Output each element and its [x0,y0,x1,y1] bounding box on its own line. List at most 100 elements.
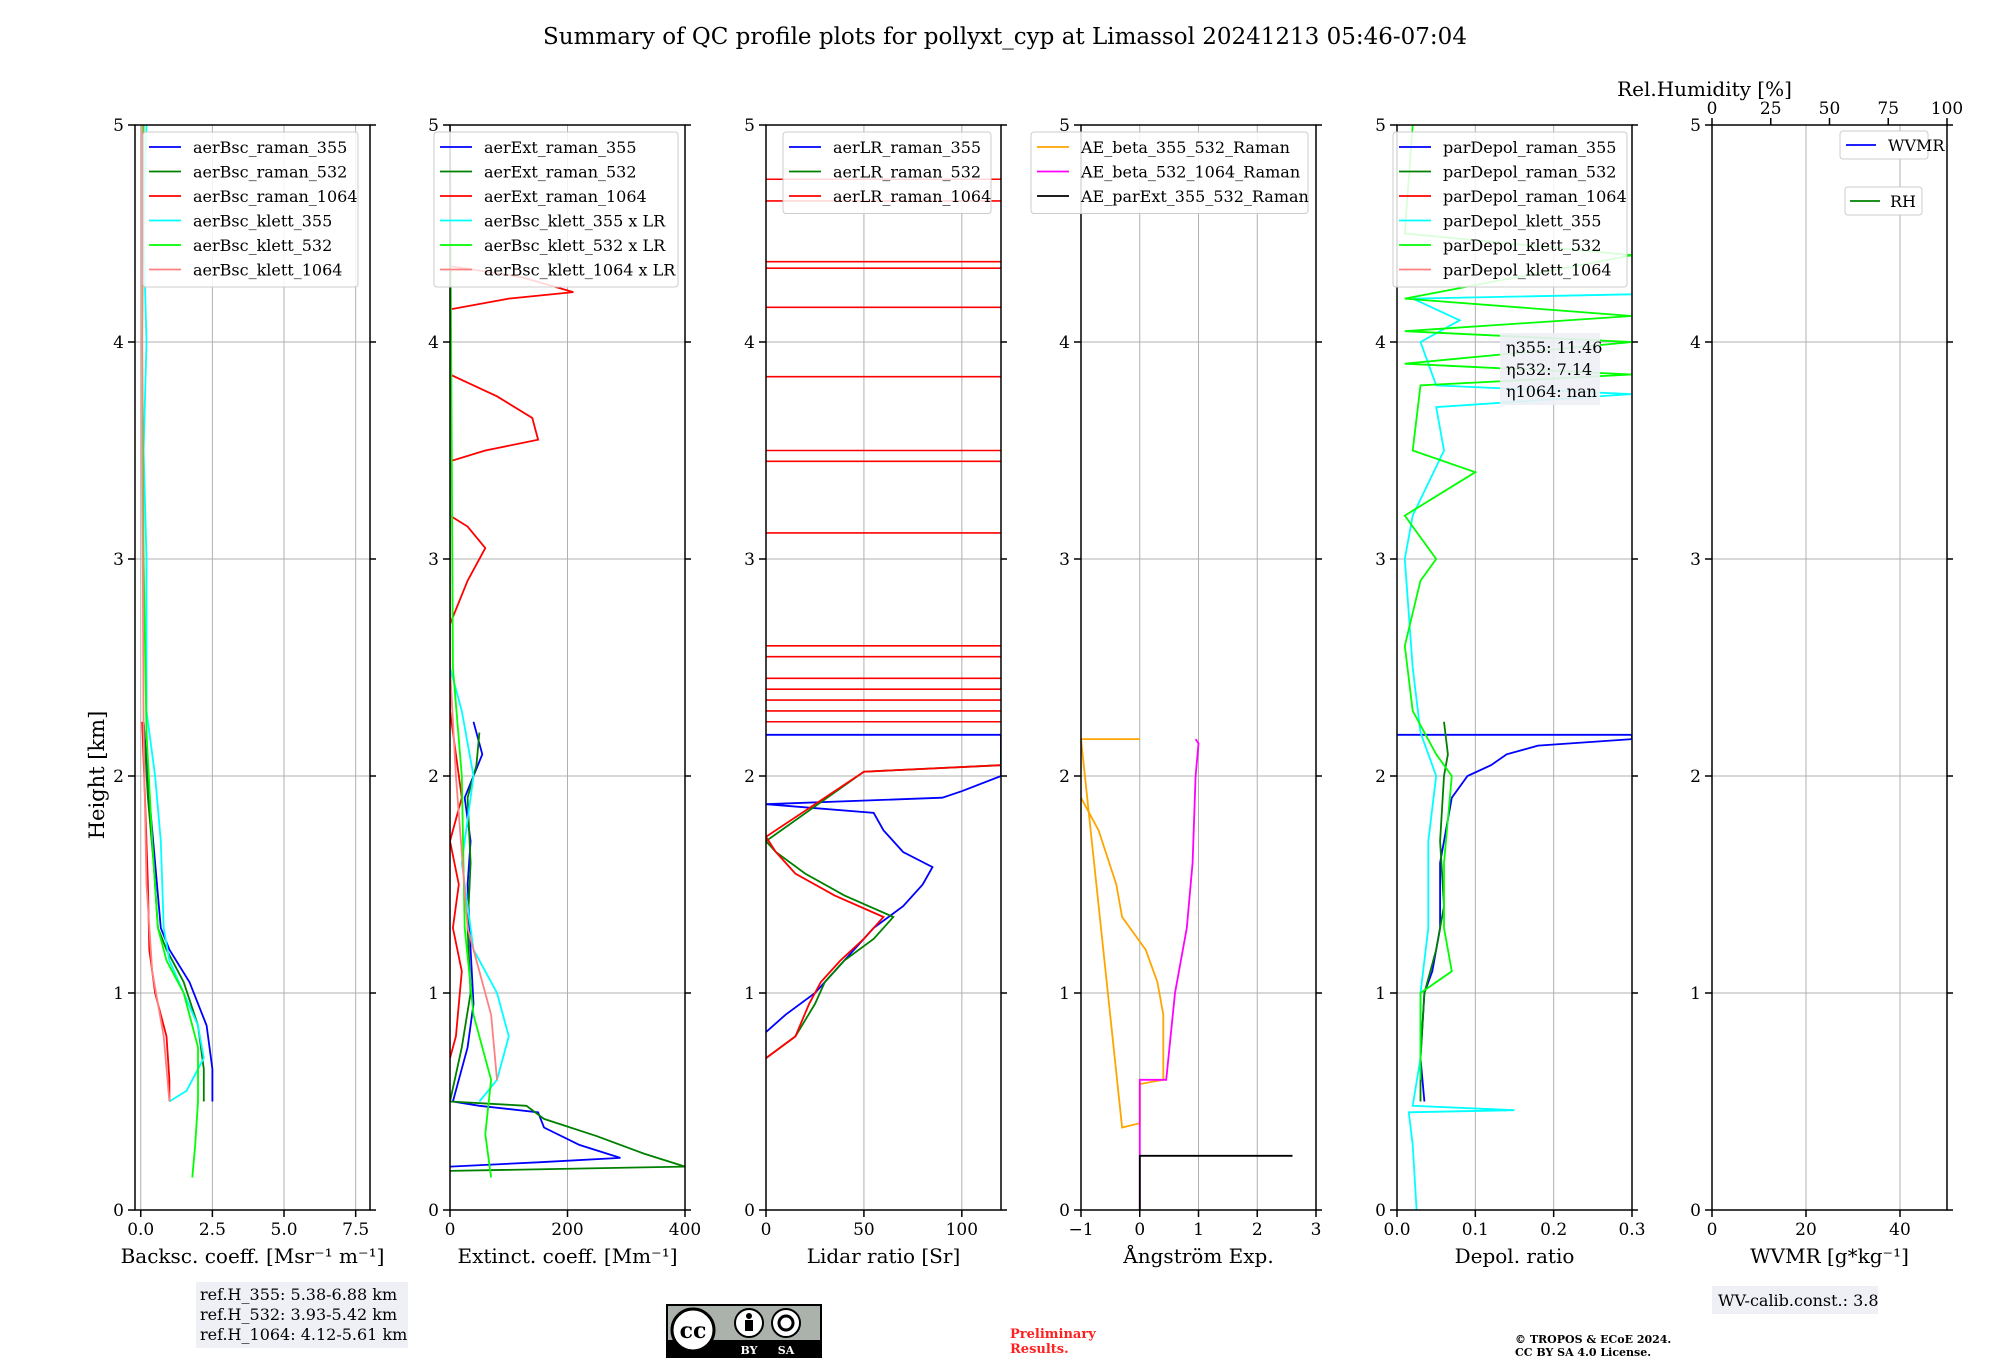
x-tick-label: −1 [1068,1220,1093,1240]
legend-box [782,131,992,214]
legend-box [1844,186,1923,216]
y-tick-label: 5 [1059,116,1070,136]
series-group [450,125,685,1178]
legend-label: aerExt_raman_355 [484,138,637,157]
legend-label: aerBsc_klett_532 x LR [484,236,666,255]
x-tick-label: 0 [445,1220,456,1240]
eta-box [1500,333,1600,405]
series-aerExt_raman_355 [450,721,621,1168]
series-group [1081,738,1293,1210]
cc-sa-label: SA [778,1344,795,1357]
legend-label: parDepol_raman_532 [1443,163,1616,182]
legend-box [1392,131,1628,288]
y-tick-label: 1 [1690,984,1701,1004]
legend-label: aerBsc_klett_355 x LR [484,212,666,231]
x-tick-label: 50 [853,1220,875,1240]
legend-depol: parDepol_raman_355 parDepol_raman_532 parD… [1392,131,1628,288]
y-tick-label: 1 [113,984,124,1004]
y-tick-label: 4 [1690,333,1701,353]
x-tick-label: 40 [1889,1220,1911,1240]
x-tick-label: 400 [669,1220,701,1240]
y-tick-label: 2 [1375,767,1386,787]
axes-frame [1080,124,1317,1211]
legend-label: WVMR [1888,136,1945,155]
legend-label: aerBsc_raman_1064 [193,187,358,206]
y-tick-label: 0 [744,1201,755,1221]
y-tick-label: 4 [428,333,439,353]
x2-axis-label: Rel.Humidity [%] [1617,77,1792,101]
y-tick-label: 4 [744,333,755,353]
x-tick-label: 0.0 [1383,1220,1410,1240]
series-aerBsc_klett_1064 x LR [450,125,498,1080]
axes-frame [449,124,686,1211]
refh-1064: ref.H_1064: 4.12-5.61 km [200,1325,407,1344]
x-tick-label: 2.5 [199,1220,226,1240]
series-aerBsc_raman_532 [142,721,205,1102]
x-tick-label: 200 [551,1220,583,1240]
x-tick-label: 5.0 [271,1220,298,1240]
legend-backscatter: aerBsc_raman_355 aerBsc_raman_532 aerBsc_r… [142,131,359,288]
x-tick-label: 0.0 [127,1220,154,1240]
series-aerBsc_klett_355 [142,125,205,1103]
figure-title: Summary of QC profile plots for pollyxt_… [543,24,1467,50]
y-tick-label: 0 [428,1201,439,1221]
eta-label: η355: 11.46 [1506,338,1602,357]
legend-label: aerBsc_raman_355 [193,138,347,157]
legend-label: parDepol_raman_1064 [1443,187,1627,206]
refh-532: ref.H_532: 3.93-5.42 km [200,1305,397,1324]
legend-label: AE_beta_532_1064_Raman [1080,163,1300,182]
series-parDepol_klett_355 [1403,293,1632,1210]
legend-label: AE_beta_355_532_Raman [1080,138,1290,157]
x2-tick-label: 100 [1931,99,1963,119]
x2-tick-label: 75 [1877,99,1899,119]
x-tick-label: 20 [1795,1220,1817,1240]
sa-icon [771,1308,801,1338]
legend-label: aerLR_raman_1064 [833,187,991,206]
y-tick-label: 5 [744,116,755,136]
legend-label: aerBsc_klett_355 [193,212,332,231]
series-group [766,178,1001,1059]
x2-tick-label: 0 [1707,99,1718,119]
refh-355: ref.H_355: 5.38-6.88 km [200,1285,397,1304]
legend-box [1030,131,1309,214]
legend-label: parDepol_klett_355 [1443,212,1601,231]
cc-license-badge: cc BY SA [666,1304,822,1358]
series-AE_beta_355_532_Raman [1081,738,1165,1129]
axes-frame [765,124,1002,1211]
copyright-line1: © TROPOS & ECoE 2024. [1515,1333,1671,1346]
legend-label: aerBsc_raman_532 [193,163,347,182]
series-aerLR_raman_355 [766,733,1001,1033]
x-tick-label: 0.1 [1462,1220,1489,1240]
y-tick-label: 0 [1059,1201,1070,1221]
panels-group: 0.0 2.5 5.0 7.5 0 1 2 3 4 5 Backsc. coeff. [Msr⁻¹ … [113,77,1963,1268]
y-axis-label: Height [km] [85,711,109,840]
legend-label: AE_parExt_355_532_Raman [1080,187,1309,206]
eta-label: η532: 7.14 [1506,360,1592,379]
y-tick-label: 3 [113,550,124,570]
y-tick-label: 2 [744,767,755,787]
x-tick-label: 0 [1707,1220,1718,1240]
legend-label: aerLR_raman_355 [833,138,981,157]
eta-label: η1064: nan [1506,382,1597,401]
axes-frame [1396,124,1633,1211]
legend-label: aerBsc_klett_1064 [193,261,342,280]
panel-lidar_ratio: 0 50 100 0 1 2 3 4 5 Lidar ratio [Sr] aerLR_raman_… [744,116,1007,1268]
legend-lidar_ratio: aerLR_raman_355 aerLR_raman_532 aerLR_rama… [782,131,992,214]
x2-tick-label: 25 [1760,99,1782,119]
wv-calib-text: WV-calib.const.: 3.8 [1718,1291,1879,1310]
y-tick-label: 3 [428,550,439,570]
y-tick-label: 5 [428,116,439,136]
x-tick-label: 1 [1193,1220,1204,1240]
y-tick-label: 0 [1375,1201,1386,1221]
x-tick-label: 0.3 [1618,1220,1645,1240]
y-tick-label: 3 [1375,550,1386,570]
series-group [1397,125,1632,1210]
x-axis-label: Lidar ratio [Sr] [807,1244,961,1268]
x-tick-label: 0 [1134,1220,1145,1240]
legend-label: aerExt_raman_1064 [484,187,647,206]
legend-label: aerExt_raman_532 [484,163,637,182]
series-aerLR_raman_1064 [766,764,1001,1059]
y-tick-label: 4 [1059,333,1070,353]
legend-label: parDepol_klett_1064 [1443,261,1612,280]
y-tick-label: 5 [113,116,124,136]
